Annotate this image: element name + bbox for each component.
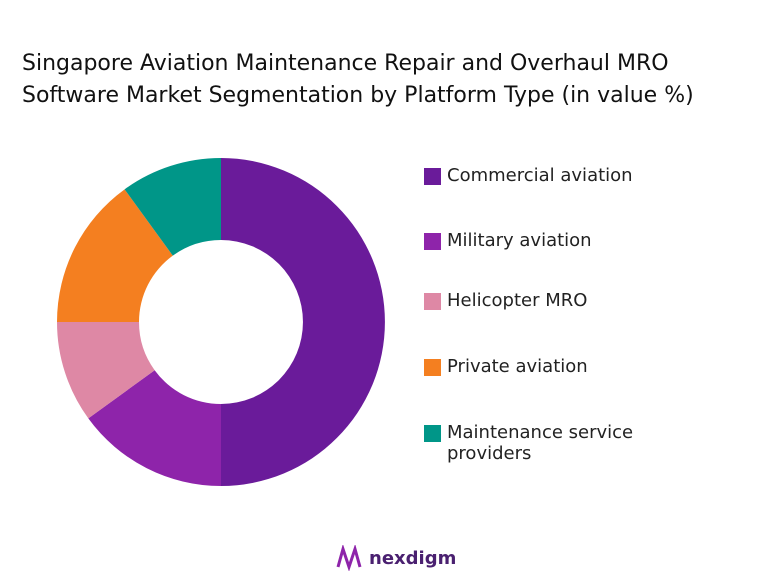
donut-segment [221, 158, 385, 486]
legend-item: Maintenance service providers [424, 422, 684, 464]
legend-swatch [424, 293, 441, 310]
donut-segment [88, 370, 221, 486]
legend-label: Military aviation [447, 230, 592, 251]
legend-swatch [424, 233, 441, 250]
legend-swatch [424, 168, 441, 185]
legend-label: Maintenance service providers [447, 422, 634, 464]
logo-icon [336, 545, 362, 571]
legend-item: Helicopter MRO [424, 290, 684, 311]
logo-text: nexdigm [369, 547, 457, 569]
legend-label: Private aviation [447, 356, 588, 377]
legend-label: Commercial aviation [447, 165, 633, 186]
legend-item: Military aviation [424, 230, 684, 251]
donut-segment [57, 189, 173, 322]
legend-item: Private aviation [424, 356, 684, 377]
donut-segment [57, 322, 155, 419]
legend-item: Commercial aviation [424, 165, 684, 186]
donut-segment [124, 158, 221, 256]
logo: nexdigm [335, 545, 456, 571]
chart-title: Singapore Aviation Maintenance Repair an… [22, 51, 694, 108]
legend-label: Helicopter MRO [447, 290, 588, 311]
legend-swatch [424, 359, 441, 376]
legend-swatch [424, 425, 441, 442]
